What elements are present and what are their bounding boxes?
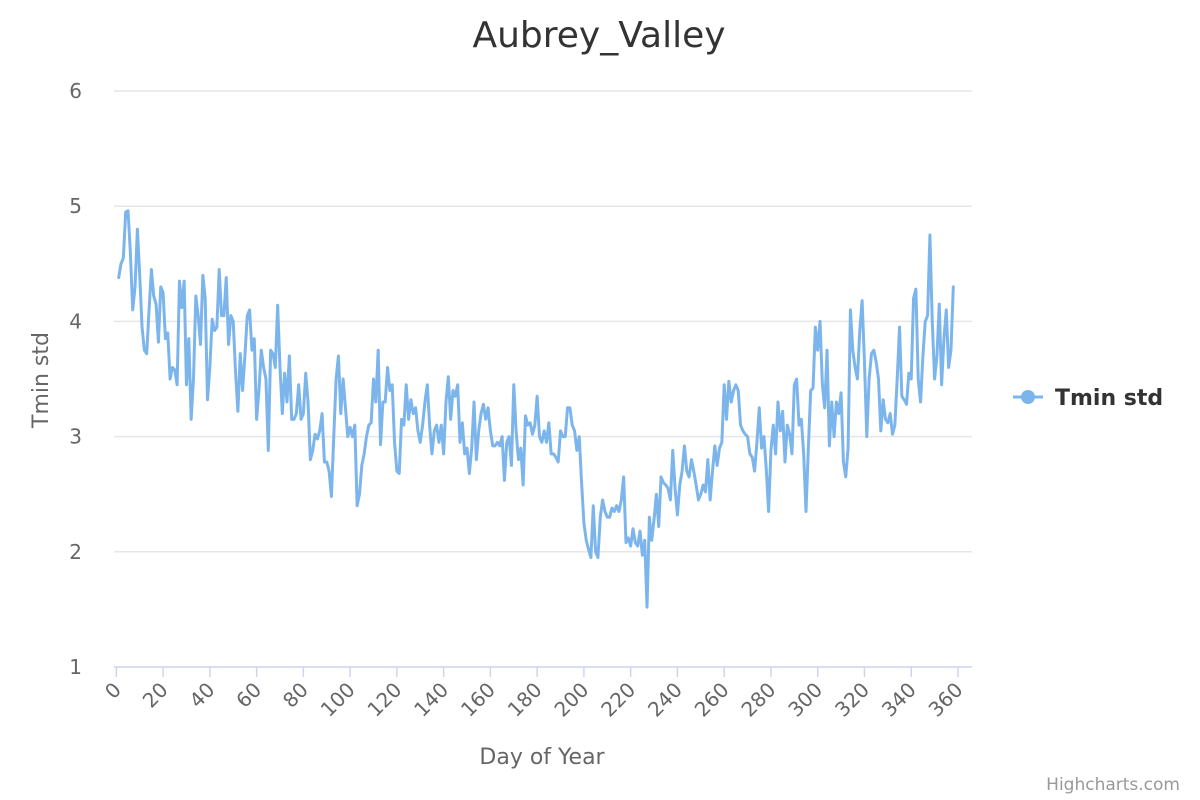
x-tick-label: 100 bbox=[316, 678, 360, 722]
x-tick-label: 180 bbox=[503, 678, 547, 722]
x-tick-label: 80 bbox=[278, 678, 313, 713]
grid-lines bbox=[114, 90, 972, 553]
legend-marker-icon bbox=[1021, 390, 1035, 404]
x-tick-label: 160 bbox=[456, 678, 500, 722]
x-tick-label: 140 bbox=[409, 678, 453, 722]
y-tick-label: 1 bbox=[69, 655, 82, 679]
x-tick-label: 20 bbox=[138, 678, 173, 713]
x-tick-label: 300 bbox=[783, 678, 827, 722]
y-axis-title: Tmin std bbox=[29, 332, 54, 429]
x-tick-label: 200 bbox=[549, 678, 593, 722]
x-tick-label: 240 bbox=[643, 678, 687, 722]
x-tick-label: 280 bbox=[737, 678, 781, 722]
x-axis-title: Day of Year bbox=[479, 745, 605, 770]
chart-title: Aubrey_Valley bbox=[472, 15, 725, 56]
x-tick-label: 220 bbox=[596, 678, 640, 722]
legend-label: Tmin std bbox=[1055, 386, 1163, 411]
x-tick-label: 40 bbox=[184, 678, 219, 713]
x-tick-label: 320 bbox=[830, 678, 874, 722]
x-tick-label: 120 bbox=[362, 678, 406, 722]
x-tick-label: 0 bbox=[100, 678, 126, 704]
y-tick-label: 5 bbox=[69, 194, 82, 218]
y-axis-tick-labels: 1 2 3 4 5 6 bbox=[69, 79, 82, 679]
y-tick-label: 6 bbox=[69, 79, 82, 103]
x-tick-label: 260 bbox=[690, 678, 734, 722]
x-tick-label: 340 bbox=[877, 678, 921, 722]
legend-item-tmin-std[interactable]: Tmin std bbox=[1013, 386, 1163, 411]
credits-link[interactable]: Highcharts.com bbox=[1046, 775, 1180, 795]
x-axis: 0 20 40 60 80 100 120 140 160 180 200 220 240 260 280 3… bbox=[100, 666, 972, 722]
y-tick-label: 2 bbox=[69, 540, 82, 564]
x-tick-label: 360 bbox=[924, 678, 968, 722]
y-tick-label: 3 bbox=[69, 425, 82, 449]
series-group bbox=[117, 209, 955, 609]
series-line-0[interactable] bbox=[117, 209, 955, 609]
y-tick-label: 4 bbox=[69, 309, 82, 333]
x-tick-label: 60 bbox=[231, 678, 266, 713]
